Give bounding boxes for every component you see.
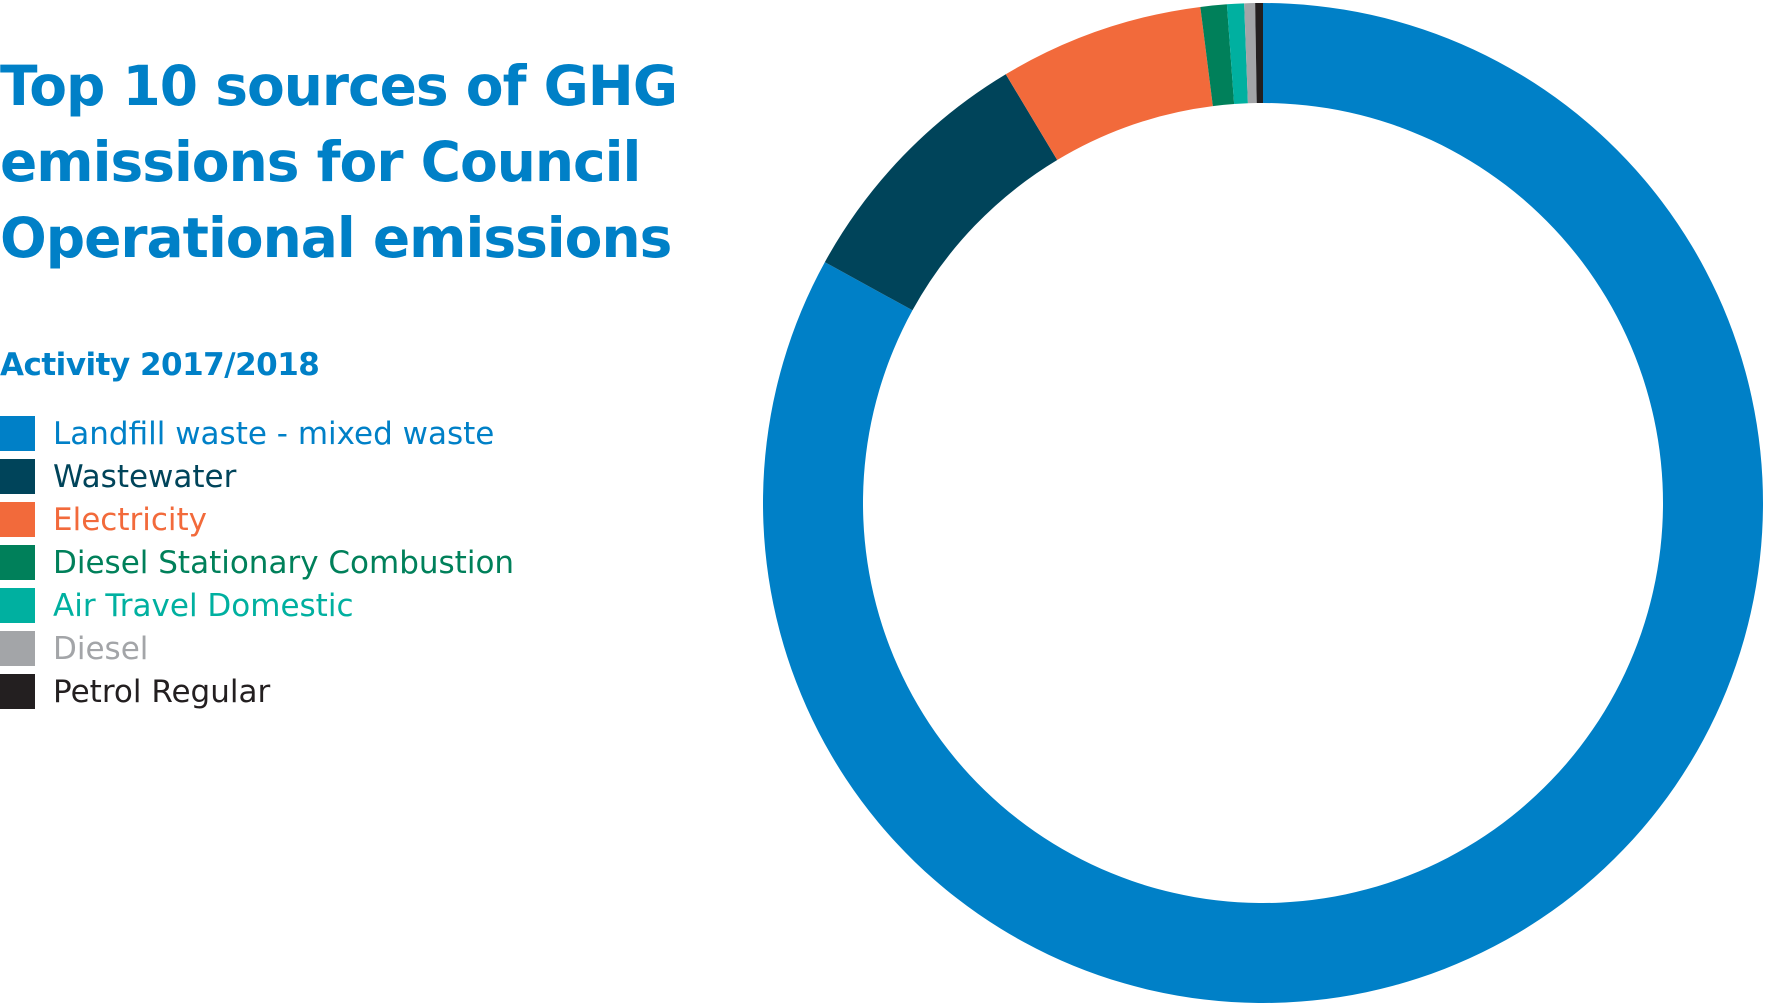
donut-chart [763,3,1763,1003]
legend-label-petrol-regular: Petrol Regular [53,673,271,710]
legend-item-wastewater: Wastewater [0,455,514,498]
legend-label-landfill-waste: Landfill waste - mixed waste [53,415,495,452]
legend-label-electricity: Electricity [53,501,207,538]
legend-item-diesel: Diesel [0,627,514,670]
chart-title: Top 10 sources of GHG emissions for Coun… [0,54,678,270]
legend-label-wastewater: Wastewater [53,458,237,495]
donut-slice-diesel [1244,3,1257,104]
donut-slice-petrol-regular [1255,3,1263,104]
legend-swatch-electricity [0,502,35,537]
legend-swatch-diesel [0,631,35,666]
legend-item-electricity: Electricity [0,498,514,541]
legend-swatch-petrol-regular [0,674,35,709]
legend-swatch-diesel-stationary [0,545,35,580]
legend-label-diesel: Diesel [53,630,149,667]
legend-swatch-air-travel [0,588,35,623]
legend-item-diesel-stationary: Diesel Stationary Combustion [0,541,514,584]
donut-slice-electricity [1005,6,1213,160]
donut-slice-air-travel-domestic [1226,3,1248,105]
legend-swatch-wastewater [0,459,35,494]
legend-swatch-landfill-waste [0,416,35,451]
legend: Landfill waste - mixed waste Wastewater … [0,412,514,713]
legend-label-air-travel: Air Travel Domestic [53,587,354,624]
donut-slice-wastewater [824,74,1058,311]
chart-subtitle: Activity 2017/2018 [0,347,320,383]
legend-label-diesel-stationary: Diesel Stationary Combustion [53,544,515,581]
donut-slice-diesel-stationary-combustion [1200,4,1235,107]
legend-item-landfill-waste: Landfill waste - mixed waste [0,412,514,455]
legend-item-air-travel: Air Travel Domestic [0,584,514,627]
legend-item-petrol-regular: Petrol Regular [0,670,514,713]
